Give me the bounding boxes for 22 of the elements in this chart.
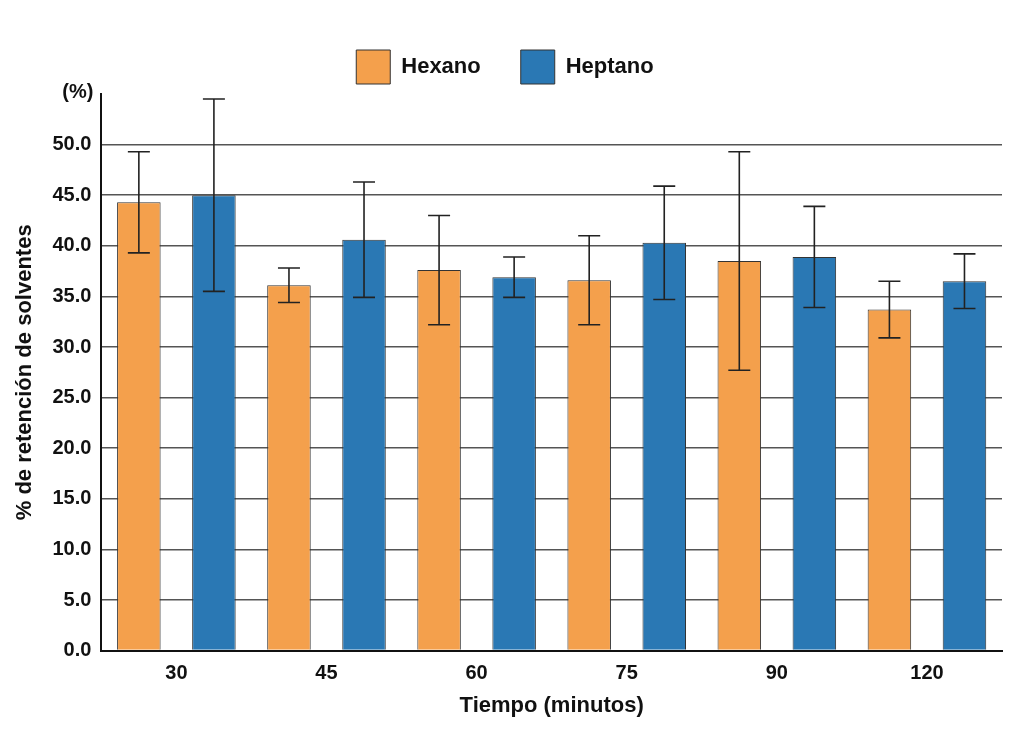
y-tick-label: 20.0 xyxy=(52,435,92,458)
y-tick-label: 15.0 xyxy=(52,486,92,509)
x-tick-label: 45 xyxy=(315,661,338,684)
y-tick-label: 5.0 xyxy=(63,587,92,610)
y-tick-label: 35.0 xyxy=(52,283,92,306)
y-tick-label: 50.0 xyxy=(52,132,92,155)
y-tick-label: 25.0 xyxy=(52,385,92,408)
legend-label: Heptano xyxy=(565,53,654,79)
legend-label: Hexano xyxy=(401,53,481,79)
y-tick-label: 45.0 xyxy=(52,182,92,205)
y-axis-title: % de retención de solventes xyxy=(11,224,37,521)
x-tick-label: 120 xyxy=(910,661,944,684)
x-tick-label: 90 xyxy=(765,661,788,684)
y-tick-label: 40.0 xyxy=(52,233,92,256)
y-tick-label: 10.0 xyxy=(52,536,92,559)
y-tick-label: 0.0 xyxy=(63,638,92,661)
x-tick-label: 75 xyxy=(615,661,638,684)
text: (%) xyxy=(62,79,94,102)
y-tick-label: 30.0 xyxy=(52,334,92,357)
x-tick-label: 60 xyxy=(465,661,488,684)
x-axis-title: Tiempo (minutos) xyxy=(459,691,644,717)
x-tick-label: 30 xyxy=(165,661,188,684)
